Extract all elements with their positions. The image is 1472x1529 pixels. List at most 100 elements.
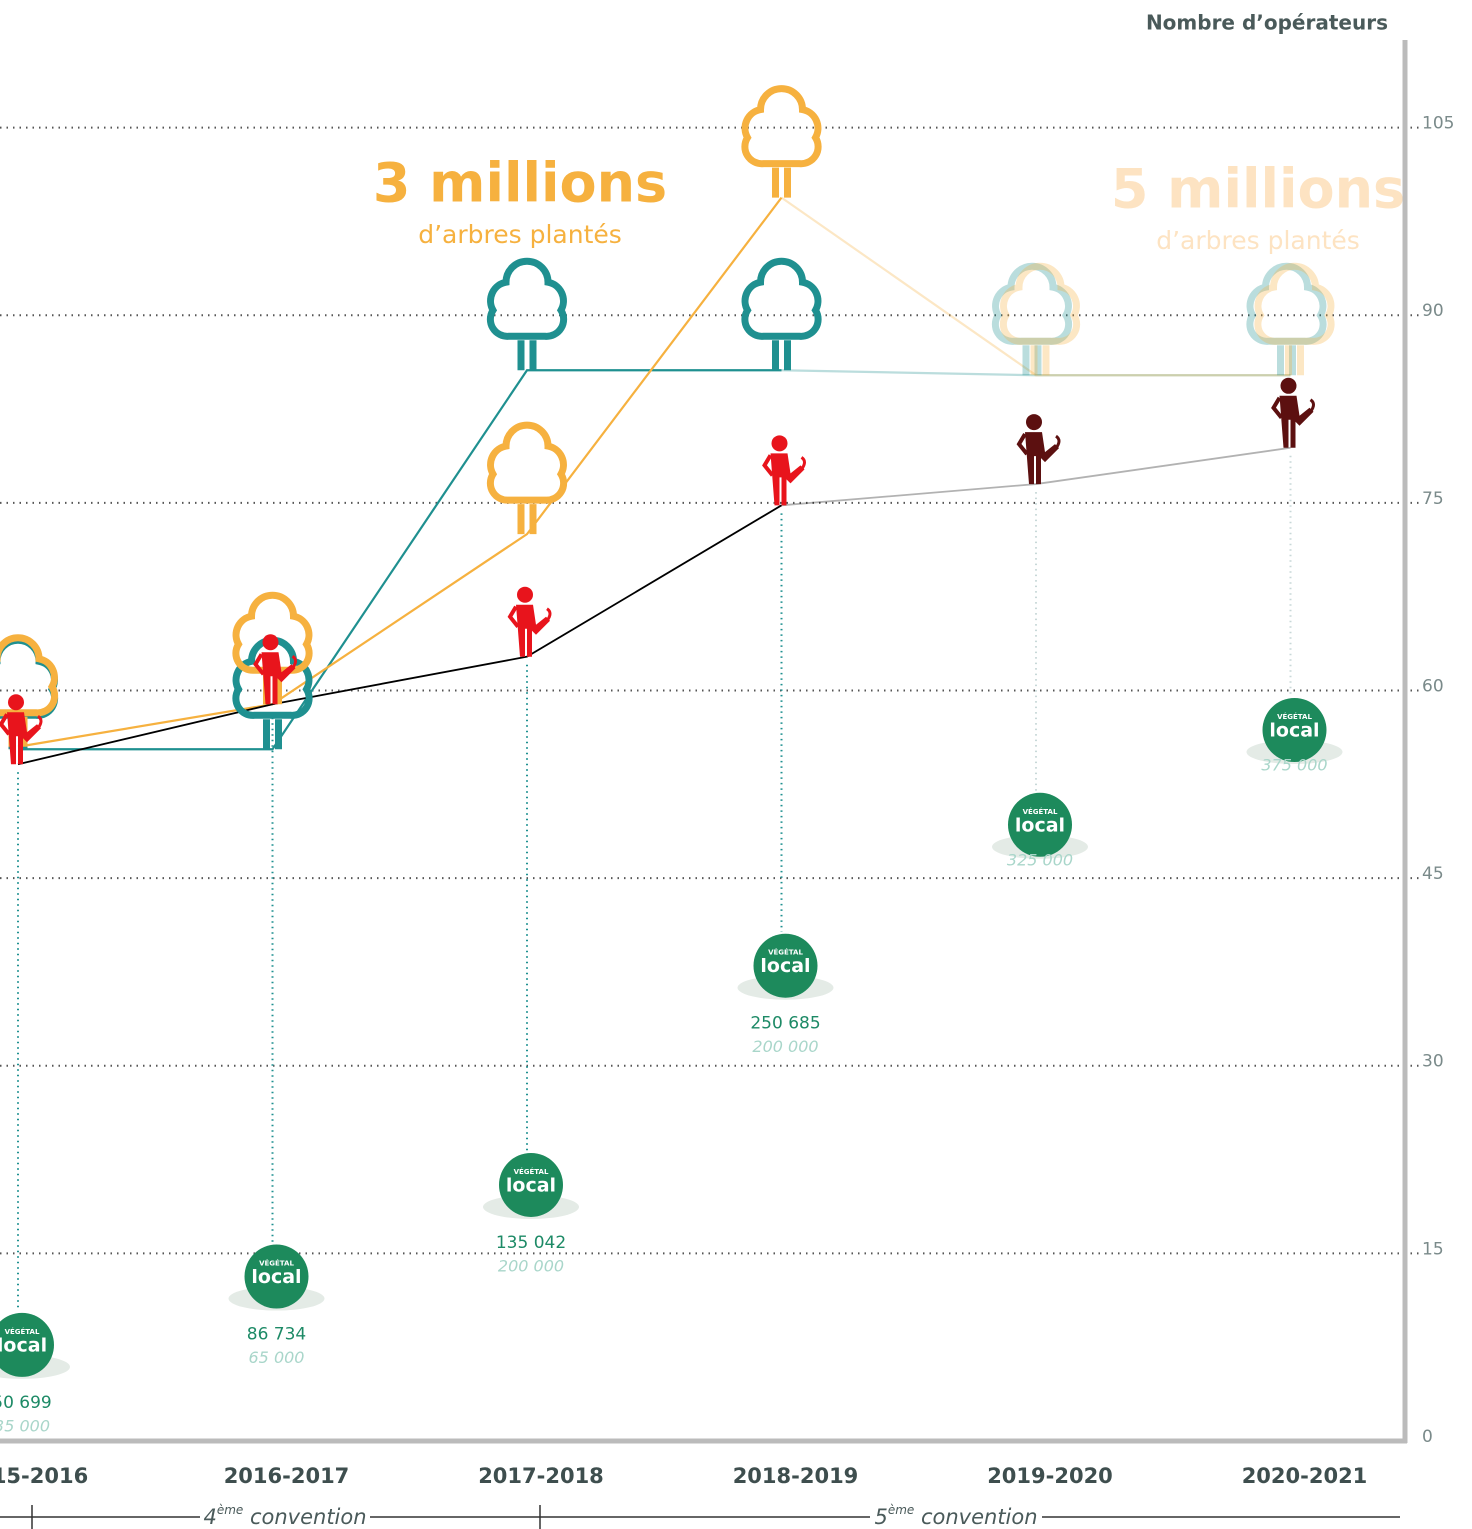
tree-icon	[1254, 262, 1335, 376]
x-tick-label: 15-2016	[0, 1464, 88, 1488]
convention-label: 5ème convention	[874, 1503, 1037, 1529]
person-head	[1280, 377, 1297, 394]
badge-circle	[1262, 698, 1327, 762]
person-icon	[762, 435, 806, 506]
tree-crown	[1246, 262, 1327, 345]
tree-icon	[486, 421, 568, 535]
tree-trunk	[1022, 345, 1042, 376]
y-tick-label: 90	[1422, 301, 1444, 321]
tree-trunk	[1285, 345, 1304, 376]
badge-top: VÉGÉTAL	[1277, 712, 1312, 721]
y-tick-label: 45	[1422, 864, 1444, 884]
realized-label: 250 685	[750, 1014, 820, 1034]
convention-text: convention	[243, 1505, 366, 1529]
target-label: 375 000	[1261, 756, 1327, 775]
y-tick-label: 105	[1422, 114, 1454, 134]
badge-top: VÉGÉTAL	[514, 1167, 549, 1176]
tree-trunk	[772, 167, 791, 198]
series-line	[17, 196, 783, 748]
badge-bottom: local	[0, 1334, 47, 1356]
tree-trunk	[263, 719, 282, 750]
y-tick-label: 60	[1422, 676, 1444, 696]
person-arm	[253, 653, 266, 676]
realized-label: 135 042	[496, 1233, 566, 1253]
badge-circle	[753, 933, 818, 998]
annotation-title: 3 millions	[373, 152, 667, 215]
tree-trunk	[517, 340, 537, 371]
series-line	[781, 369, 1291, 377]
tree-crown	[0, 634, 59, 717]
y-tick-label: 15	[1422, 1239, 1444, 1259]
badge-top: VÉGÉTAL	[1023, 807, 1058, 816]
person-body	[7, 712, 41, 765]
person-head	[771, 435, 788, 452]
tree-crown	[486, 257, 568, 340]
series-line	[17, 504, 782, 766]
annotation-title: 5 millions	[1111, 158, 1405, 221]
badge-bottom: local	[1015, 814, 1065, 836]
person-arm	[1271, 396, 1284, 420]
person-head	[8, 694, 24, 711]
tree-crown	[991, 262, 1073, 345]
person-body	[1025, 432, 1059, 485]
convention-suffix: ème	[888, 1503, 914, 1517]
convention-text: convention	[914, 1505, 1037, 1529]
person-body	[770, 453, 805, 506]
target-label: 325 000	[1007, 850, 1073, 869]
person-leaf	[1309, 398, 1315, 413]
person-icon	[507, 586, 552, 657]
x-tick-label: 2016-2017	[224, 1464, 350, 1488]
badge-top: VÉGÉTAL	[259, 1259, 294, 1268]
x-tick-label: 2020-2021	[1242, 1464, 1368, 1488]
tree-icon	[741, 257, 822, 371]
person-arm	[0, 713, 11, 736]
person-icon	[0, 694, 43, 765]
tree-crown	[999, 262, 1081, 345]
tree-icon	[991, 262, 1073, 376]
badge-top: VÉGÉTAL	[5, 1327, 40, 1336]
badge-circle	[244, 1244, 309, 1309]
tree-icon	[999, 262, 1081, 376]
person-arm	[1016, 433, 1029, 456]
series-line	[780, 196, 1291, 377]
tree-crown	[0, 636, 59, 719]
tree-crown	[232, 591, 313, 674]
person-body	[516, 604, 550, 657]
badge-bottom: local	[760, 955, 810, 977]
person-head	[1026, 414, 1042, 431]
person-body	[1279, 395, 1314, 448]
target-label: 35 000	[0, 1416, 50, 1435]
person-icon	[1016, 414, 1061, 485]
y-tick-label: 0	[1422, 1427, 1433, 1447]
person-arm	[762, 454, 775, 477]
badge-circle	[499, 1152, 563, 1217]
target-label: 65 000	[249, 1348, 305, 1367]
target-label: 200 000	[752, 1037, 818, 1056]
tree-trunk	[517, 504, 537, 535]
badge-bottom: local	[251, 1266, 301, 1288]
person-leaf	[291, 654, 297, 670]
realized-label: 86 734	[247, 1325, 306, 1345]
convention-suffix: ème	[217, 1503, 243, 1517]
x-tick-label: 2017-2018	[478, 1464, 604, 1488]
annotation-text: d’arbres plantés	[1156, 226, 1360, 255]
convention-axis	[0, 1505, 1400, 1529]
person-leaf	[800, 456, 806, 471]
x-tick-label: 2018-2019	[733, 1464, 859, 1488]
tree-crown	[741, 85, 822, 168]
y-tick-label: 75	[1422, 489, 1444, 509]
person-leaf	[1054, 434, 1061, 449]
x-tick-label: 2019-2020	[987, 1464, 1113, 1488]
tree-trunk	[1030, 345, 1050, 376]
badge-circle	[1008, 792, 1072, 857]
tree-icon	[1246, 262, 1327, 376]
convention-label: 4ème convention	[203, 1503, 366, 1529]
tree-crown	[486, 421, 568, 504]
convention-number: 5	[874, 1505, 887, 1529]
person-icon	[1271, 377, 1315, 448]
